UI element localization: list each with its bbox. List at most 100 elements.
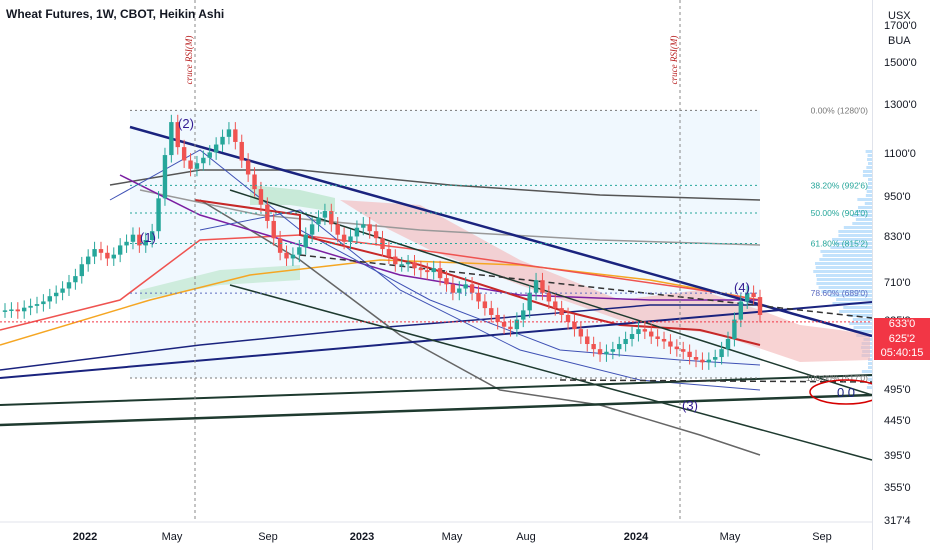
candle-body — [393, 257, 397, 265]
legend-marker: 0.0 — [837, 385, 855, 400]
candle-body — [419, 268, 423, 270]
candle-body — [527, 293, 531, 311]
candle-body — [67, 282, 71, 288]
candle-body — [348, 236, 352, 241]
candle-body — [470, 284, 474, 292]
candle-body — [438, 268, 442, 278]
candle-body — [585, 336, 589, 344]
candle-body — [374, 231, 378, 238]
candle-body — [240, 142, 244, 161]
volume-profile-bar — [857, 198, 872, 201]
candle-body — [521, 310, 525, 319]
candle-body — [188, 160, 192, 168]
candle-body — [233, 129, 237, 142]
candle-body — [361, 224, 365, 227]
y-tick-label: 395'0 — [884, 450, 911, 462]
price-axis[interactable] — [872, 0, 932, 550]
candle-body — [707, 360, 711, 363]
y-tick-label: 445'0 — [884, 415, 911, 427]
candle-body — [483, 301, 487, 308]
candle-body — [355, 228, 359, 237]
candle-body — [687, 352, 691, 357]
candle-body — [655, 336, 659, 338]
candle-body — [617, 344, 621, 349]
candle-body — [623, 339, 627, 344]
candle-body — [457, 289, 461, 293]
candle-body — [92, 249, 96, 256]
candle-body — [278, 238, 282, 253]
candle-body — [431, 268, 435, 272]
candle-body — [636, 329, 640, 334]
candle-body — [368, 224, 372, 231]
volume-profile-bar — [863, 170, 872, 173]
volume-profile-bar — [863, 174, 872, 177]
unit-label[interactable]: BUA — [888, 35, 911, 47]
elliott-wave-label: (1) — [140, 230, 156, 245]
candle-body — [342, 235, 346, 242]
candle-body — [246, 160, 250, 174]
candle-body — [412, 262, 416, 268]
volume-profile-bar — [853, 318, 872, 321]
candle-body — [515, 320, 519, 330]
candle-body — [694, 357, 698, 360]
candle-body — [9, 309, 13, 311]
candle-body — [681, 349, 685, 352]
candle-body — [719, 349, 723, 357]
y-tick-label: 317'4 — [884, 515, 911, 527]
rsi-cross-label: cruce RSI(M) — [184, 36, 194, 85]
volume-profile-bar — [854, 326, 872, 329]
candle-body — [41, 301, 45, 304]
candle-body — [611, 349, 615, 352]
candle-body — [444, 278, 448, 284]
volume-profile-bar — [817, 278, 872, 281]
candle-body — [201, 158, 205, 163]
volume-profile-bar — [823, 254, 872, 257]
candle-body — [35, 304, 39, 306]
y-tick-label: 1100'0 — [884, 148, 916, 160]
candle-body — [220, 137, 224, 145]
candle-body — [502, 322, 506, 327]
chart-title: Wheat Futures, 1W, CBOT, Heikin Ashi — [6, 7, 224, 21]
candle-body — [732, 320, 736, 339]
candle-body — [3, 310, 7, 312]
volume-profile-bar — [856, 218, 872, 221]
candle-body — [60, 289, 64, 293]
candle-body — [208, 152, 212, 157]
candle-body — [630, 334, 634, 339]
candle-body — [406, 262, 410, 264]
x-tick-label: May — [162, 531, 183, 543]
candle-body — [272, 221, 276, 238]
volume-profile-bar — [819, 258, 872, 261]
candle-body — [649, 332, 653, 337]
volume-profile-bar — [865, 202, 872, 205]
volume-profile-bar — [852, 222, 872, 225]
fib-level-label: 78.60% (689'0) — [811, 288, 869, 298]
candle-body — [73, 276, 77, 282]
candle-body — [451, 284, 455, 292]
fib-level-label: 0.00% (1280'0) — [811, 105, 869, 115]
fib-level-label: 50.00% (904'0) — [811, 208, 869, 218]
candle-body — [316, 218, 320, 225]
price-badge-last: 625'2 05:40:15 — [874, 332, 930, 360]
candle-body — [547, 293, 551, 302]
candle-body — [284, 253, 288, 259]
candle-body — [304, 235, 308, 248]
candle-body — [252, 174, 256, 189]
volume-profile-bar — [844, 226, 872, 229]
volume-profile-bar — [839, 310, 872, 313]
elliott-wave-label: (4) — [734, 280, 750, 295]
candle-body — [758, 297, 762, 315]
y-tick-label: 830'0 — [884, 231, 911, 243]
candle-body — [559, 308, 563, 315]
x-tick-label: 2022 — [73, 531, 97, 543]
x-tick-label: May — [720, 531, 741, 543]
candle-body — [99, 249, 103, 253]
candle-body — [553, 301, 557, 308]
candle-body — [566, 315, 570, 322]
candle-body — [489, 308, 493, 315]
x-tick-label: Sep — [258, 531, 278, 543]
candle-body — [604, 352, 608, 355]
candle-body — [112, 255, 116, 259]
candle-body — [675, 347, 679, 350]
